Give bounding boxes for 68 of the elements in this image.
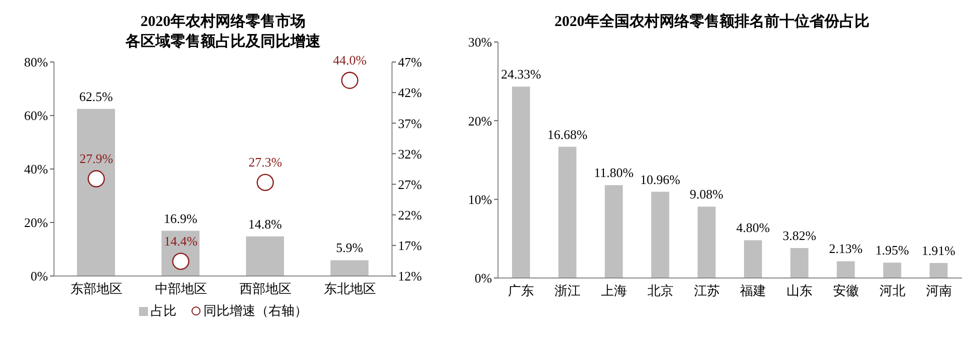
y2-tick-label: 32%: [398, 146, 422, 162]
bar: [883, 262, 902, 278]
x-tick-label: 江苏: [694, 283, 720, 298]
bar: [512, 86, 530, 278]
x-tick-label: 福建: [740, 283, 766, 298]
bar: [930, 262, 948, 278]
x-tick-label: 东北地区: [324, 281, 376, 296]
data-label: 9.08%: [690, 186, 724, 202]
data-label: 24.33%: [500, 66, 542, 82]
y-tick-label: 30%: [468, 34, 492, 50]
data-label: 4.80%: [736, 220, 770, 236]
chart-title: 2020年全国农村网络零售额排名前十位省份占比: [554, 12, 870, 32]
data-label: 2.13%: [829, 241, 863, 256]
data-label: 1.95%: [875, 242, 910, 258]
y2-tick-label: 47%: [398, 54, 422, 70]
data-label: 44.0%: [332, 52, 367, 68]
y-tick-label: 80%: [24, 54, 48, 70]
x-tick-label: 北京: [647, 283, 674, 298]
y-tick-label: 0%: [474, 270, 492, 286]
x-tick-label: 西部地区: [239, 281, 292, 296]
bar: [246, 236, 284, 276]
y-tick-label: 0%: [30, 268, 48, 284]
bar: [744, 240, 762, 278]
bar: [651, 192, 670, 278]
y-tick-label: 40%: [24, 162, 48, 177]
x-tick-label: 东部地区: [70, 281, 122, 296]
data-label: 16.68%: [547, 126, 588, 142]
y2-tick-label: 12%: [398, 268, 422, 284]
legend-label: 同比增速（右轴）: [202, 302, 308, 320]
y-tick-label: 60%: [24, 108, 48, 124]
legend-label: 占比: [150, 302, 176, 320]
bar: [604, 185, 623, 278]
data-label: 27.9%: [79, 150, 114, 166]
y2-tick-label: 42%: [398, 85, 422, 100]
bar: [836, 261, 855, 278]
data-label: 27.3%: [248, 154, 282, 170]
point: [88, 170, 105, 188]
data-label: 62.5%: [79, 88, 113, 104]
y-tick-label: 10%: [468, 192, 492, 207]
chart-title: 2020年农村网络零售市场: [140, 12, 306, 32]
x-tick-label: 河北: [879, 283, 906, 298]
x-tick-label: 上海: [601, 283, 627, 298]
bar: [330, 260, 368, 276]
data-label: 16.9%: [164, 210, 198, 226]
data-label: 10.96%: [640, 172, 680, 187]
y2-tick-label: 27%: [398, 176, 422, 192]
y-tick-label: 20%: [468, 113, 492, 128]
x-tick-label: 安徽: [833, 283, 859, 298]
y2-tick-label: 22%: [398, 207, 422, 222]
data-label: 1.91%: [922, 242, 956, 258]
data-label: 11.80%: [594, 165, 634, 180]
data-label: 14.4%: [164, 233, 198, 248]
data-label: 5.9%: [336, 240, 364, 256]
data-label: 3.82%: [782, 228, 816, 243]
x-tick-label: 山东: [786, 283, 813, 298]
chart-subtitle: 各区域零售额占比及同比增速: [124, 32, 322, 52]
bar: [698, 206, 716, 278]
bar: [558, 146, 576, 278]
y2-tick-label: 37%: [398, 116, 422, 131]
x-tick-label: 广东: [508, 283, 534, 298]
bar: [77, 108, 115, 276]
bar: [790, 248, 808, 278]
x-tick-label: 河南: [926, 283, 952, 298]
x-tick-label: 浙江: [554, 283, 581, 298]
y2-tick-label: 17%: [398, 238, 422, 254]
y-tick-label: 20%: [24, 215, 48, 230]
data-label: 14.8%: [248, 216, 282, 232]
x-tick-label: 中部地区: [154, 281, 207, 296]
